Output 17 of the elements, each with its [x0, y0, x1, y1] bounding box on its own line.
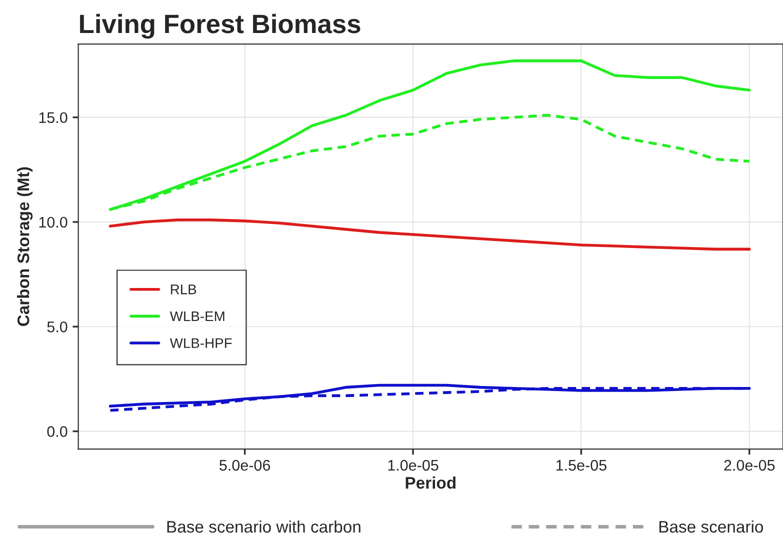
y-axis-title: Carbon Storage (Mt)	[16, 167, 33, 326]
line-series	[108, 218, 751, 251]
chart-title: Living Forest Biomass	[80, 14, 360, 39]
y-tick-label: 10.0	[39, 216, 68, 228]
legend-label: WLB-HPF	[170, 338, 232, 348]
text: Base scenario	[659, 520, 764, 533]
x-tick-label: 1.0e-05	[388, 460, 438, 471]
legend-label: WLB-EM	[170, 311, 224, 322]
x-tick-label: 5.0e-06	[220, 460, 270, 471]
text: Base scenario with carbon	[167, 520, 360, 533]
x-axis-title: Period	[406, 476, 456, 489]
legend-label: RLB	[170, 284, 196, 294]
x-tick-label: 1.5e-05	[556, 460, 606, 471]
x-tick-label: 2.0e-05	[724, 460, 775, 471]
y-tick-label: 15.0	[39, 112, 68, 124]
y-tick-label: 0.0	[47, 426, 68, 437]
y-tick-label: 5.0	[47, 321, 68, 332]
